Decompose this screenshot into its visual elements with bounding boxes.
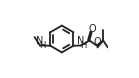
Text: O: O xyxy=(89,24,96,34)
Text: N: N xyxy=(77,36,84,46)
Text: O: O xyxy=(93,37,101,47)
Text: N: N xyxy=(36,36,43,46)
Text: H: H xyxy=(80,41,86,50)
Text: H: H xyxy=(39,41,45,50)
